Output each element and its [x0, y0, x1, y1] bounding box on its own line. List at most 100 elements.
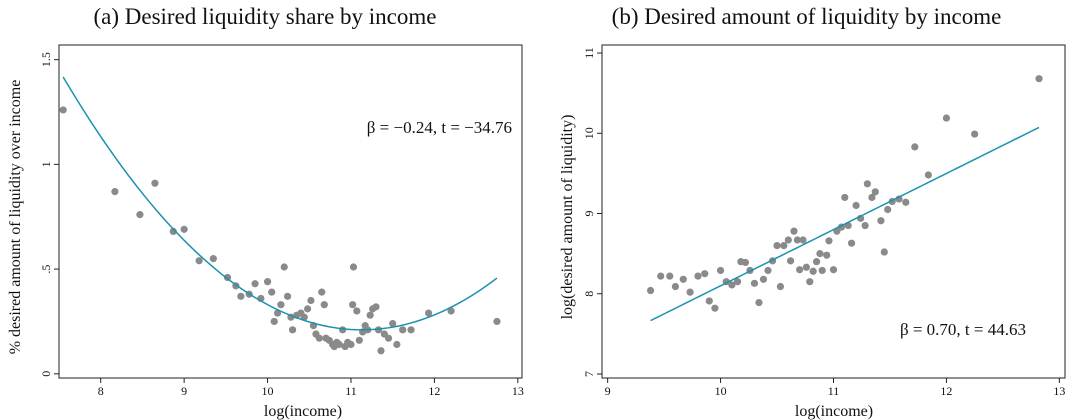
chart-b-point	[884, 205, 892, 214]
chart-a-y-tick-label: 1.5	[39, 52, 53, 67]
chart-a-x-tick-label: 12	[428, 384, 440, 398]
chart-a-point	[136, 211, 144, 219]
chart-b-point	[646, 286, 655, 295]
chart-b-fit-line	[650, 126, 1040, 322]
chart-b-point	[823, 251, 831, 259]
chart-b-point	[829, 266, 838, 274]
chart-b-point	[877, 217, 885, 225]
chart-b-point	[809, 267, 817, 275]
chart-b-point	[796, 266, 804, 274]
chart-b-point	[671, 282, 680, 291]
chart-b-point	[793, 236, 801, 244]
chart-a-point	[493, 317, 501, 326]
chart-a-point	[399, 326, 407, 334]
chart-b-x-tick-label: 10	[715, 384, 727, 398]
chart-a-point	[384, 334, 393, 342]
chart-a-point	[288, 326, 297, 334]
chart-b-point	[705, 297, 713, 305]
chart-a-annotation: β = −0.24, t = −34.76	[367, 118, 512, 137]
chart-a-point	[59, 106, 67, 114]
chart-a-point	[335, 340, 343, 349]
chart-a-point	[389, 319, 397, 328]
chart-b-point	[657, 272, 665, 280]
chart-a-point	[307, 296, 315, 305]
chart-a-point	[283, 292, 292, 300]
chart-b-point	[806, 278, 814, 286]
chart-b-y-tick-label: 8	[582, 291, 596, 297]
chart-a-point	[366, 311, 374, 319]
panel-a-title: (a) Desired liquidity share by income	[93, 4, 437, 29]
chart-a-xlabel: log(income)	[264, 403, 342, 420]
chart-a-point	[353, 307, 361, 315]
chart-a-plot-frame	[58, 44, 523, 379]
chart-a-point	[251, 280, 259, 288]
chart-b-point	[799, 236, 807, 244]
chart-a-y-tick-label: .5	[39, 265, 53, 274]
chart-b-point	[911, 143, 919, 151]
chart-b-point	[728, 281, 736, 289]
panel-b-title: (b) Desired amount of liquidity by incom…	[611, 4, 1002, 29]
chart-a-x-tick-label: 11	[345, 384, 357, 398]
chart-b-point	[755, 298, 763, 307]
chart-a-point	[349, 263, 358, 271]
chart-b-point	[868, 193, 876, 202]
chart-b-point	[802, 263, 810, 271]
panel-a: (a) Desired liquidity share by income % …	[0, 0, 530, 420]
chart-b-y-tick-label: 9	[582, 211, 596, 217]
chart-a-svg: % desired amount of liquidity over incom…	[7, 44, 524, 420]
chart-a-point	[270, 317, 278, 326]
chart-b-point	[784, 236, 792, 244]
chart-a-point	[355, 336, 363, 344]
chart-a-point	[349, 301, 357, 309]
chart-b-point	[1035, 75, 1043, 83]
chart-a-point	[195, 257, 203, 265]
chart-b-point	[780, 242, 788, 250]
chart-b-point	[711, 304, 719, 312]
chart-b-point	[786, 257, 795, 265]
chart-b-svg: log(desired amount of liquidity) log(inc…	[559, 44, 1066, 420]
chart-a-point	[111, 188, 119, 196]
chart-b-point	[776, 282, 785, 291]
chart-b-point	[924, 171, 932, 179]
chart-a-point	[169, 227, 177, 235]
chart-b-point	[812, 258, 821, 266]
chart-a-y-tick-label: 1	[39, 161, 53, 167]
chart-a-x-tick-label: 9	[181, 384, 187, 398]
chart-b-y-tick-label: 10	[582, 127, 596, 139]
chart-a-point	[372, 303, 380, 311]
chart-b-point	[902, 198, 910, 206]
chart-a-fit-line	[62, 76, 498, 331]
chart-b-point	[871, 188, 879, 196]
chart-b-point	[764, 266, 772, 275]
chart-b-point	[686, 288, 694, 296]
chart-b-point	[880, 248, 888, 256]
panel-b: (b) Desired amount of liquidity by incom…	[540, 0, 1073, 420]
chart-a-point	[277, 301, 285, 309]
chart-a-x-tick-label: 13	[512, 384, 524, 398]
chart-a-point	[280, 263, 288, 271]
chart-a-point	[237, 292, 245, 300]
chart-a-point	[377, 347, 385, 355]
chart-a-point	[447, 307, 455, 315]
chart-b-point	[716, 266, 725, 275]
chart-a-point	[339, 326, 347, 334]
chart-a-point	[151, 179, 159, 187]
chart-b-point	[679, 275, 687, 283]
chart-b-point	[825, 237, 833, 245]
chart-b-point	[971, 130, 979, 138]
chart-b-point	[733, 278, 742, 286]
chart-a-point	[315, 334, 323, 342]
chart-b-annotation: β = 0.70, t = 44.63	[900, 320, 1026, 339]
chart-a-point	[209, 255, 217, 263]
chart-a-point	[424, 309, 433, 317]
chart-a-point	[180, 225, 188, 233]
chart-b-point	[818, 266, 826, 275]
chart-b-point	[666, 272, 674, 280]
chart-a-point	[347, 340, 355, 349]
chart-a-ylabel: % desired amount of liquidity over incom…	[7, 80, 24, 355]
chart-b-point	[759, 275, 768, 283]
chart-b-point	[790, 227, 798, 235]
chart-b-point	[861, 221, 869, 230]
chart-a-point	[320, 301, 328, 309]
chart-b-y-tick-label: 7	[582, 371, 596, 377]
